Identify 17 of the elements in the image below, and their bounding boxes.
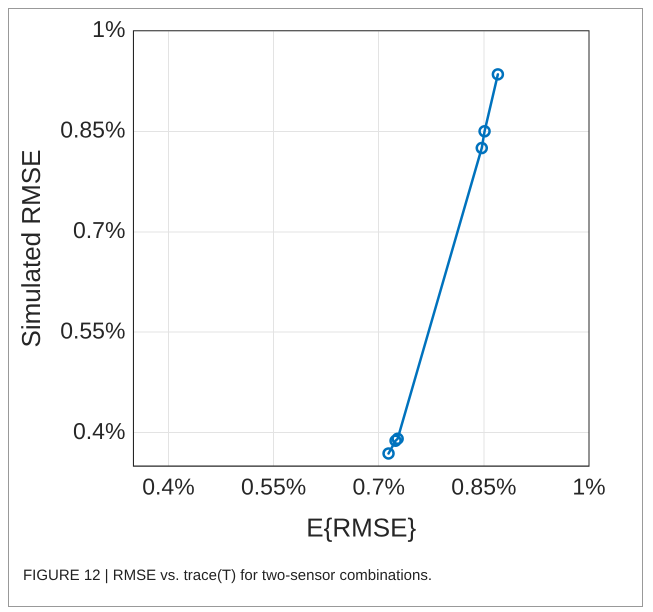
x-tick-label: 1% (572, 473, 606, 500)
y-tick-label: 0.55% (60, 318, 126, 344)
y-tick-label: 0.85% (60, 116, 126, 143)
point (492, 68, 504, 81)
point (476, 142, 488, 154)
y-tick-label: 0.7% (72, 217, 126, 244)
point (478, 125, 491, 138)
caption: FIGURE 12 | RMSE vs. trace(T) for two-sensor combinations. (22, 566, 434, 586)
x-axis-title: E{RMSE} (306, 512, 416, 543)
y-tick-label: 1% (92, 16, 126, 42)
x-tick-label: 0.4% (142, 473, 195, 500)
point (382, 447, 395, 460)
y-tick-label: 0.4% (72, 418, 126, 444)
x-tick-label: 0.55% (240, 473, 306, 500)
y-axis-title: Simulated RMSE (16, 150, 46, 348)
x-tick-label: 0.85% (451, 473, 516, 500)
x-tick-label: 0.7% (352, 473, 405, 500)
